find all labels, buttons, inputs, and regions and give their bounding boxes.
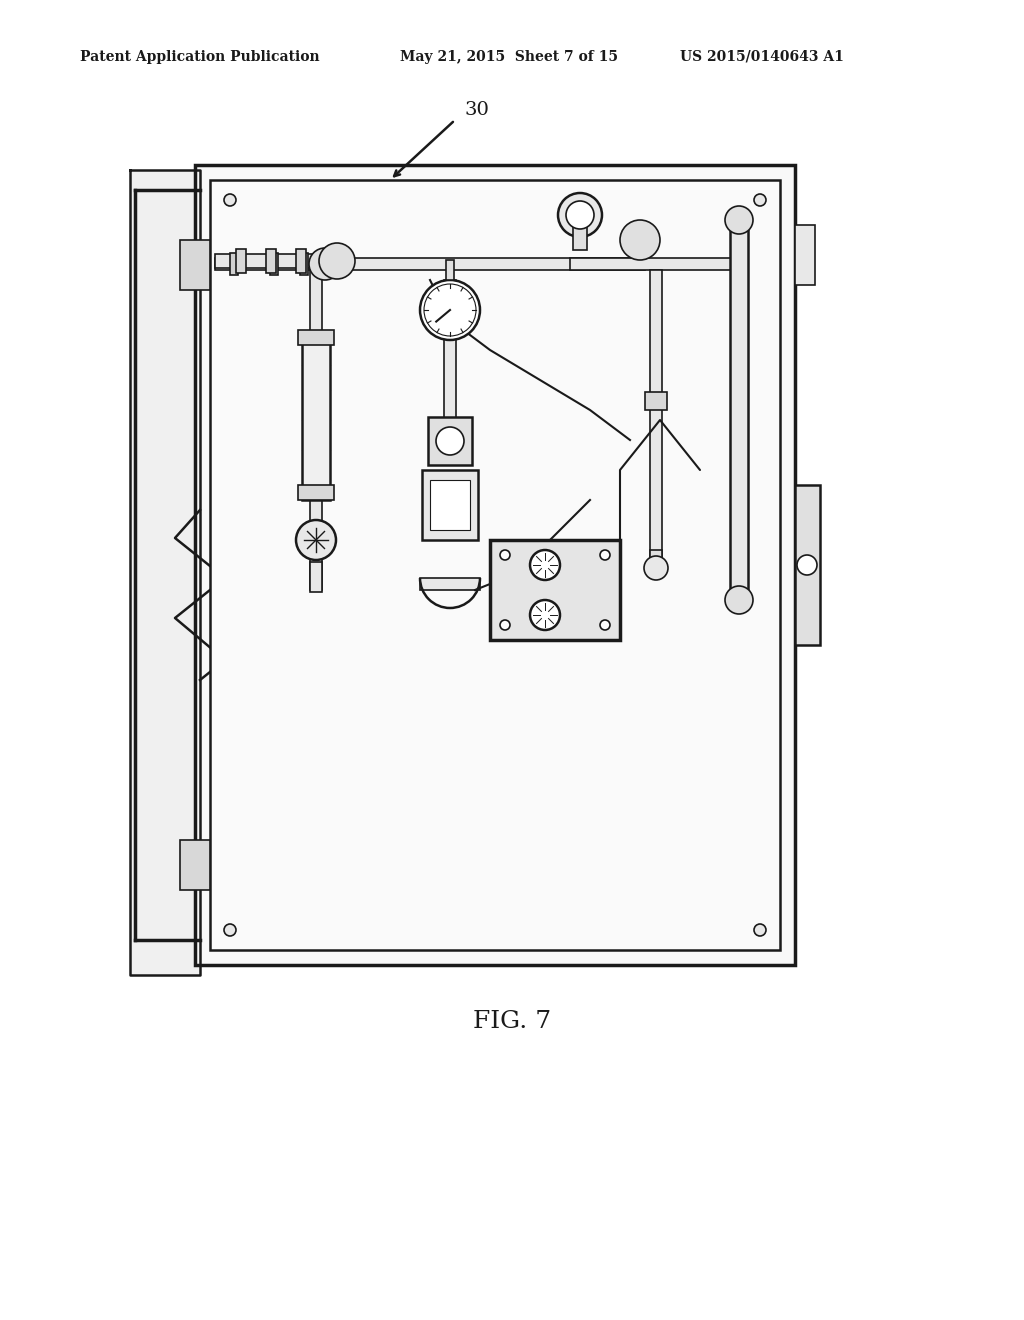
Bar xyxy=(215,253,335,268)
Circle shape xyxy=(558,193,602,238)
Bar xyxy=(180,840,210,890)
Circle shape xyxy=(500,620,510,630)
Circle shape xyxy=(600,620,610,630)
Bar xyxy=(422,470,478,540)
Polygon shape xyxy=(130,170,200,975)
Bar xyxy=(428,417,472,465)
Bar xyxy=(296,249,306,273)
Bar xyxy=(302,341,330,500)
Circle shape xyxy=(436,426,464,455)
Bar xyxy=(795,224,815,285)
Bar xyxy=(650,550,662,565)
Text: FIG. 7: FIG. 7 xyxy=(473,1010,551,1034)
Circle shape xyxy=(754,924,766,936)
Bar xyxy=(300,253,308,275)
Bar xyxy=(215,257,325,271)
Circle shape xyxy=(500,550,510,560)
Bar xyxy=(573,215,587,249)
Circle shape xyxy=(725,206,753,234)
Bar xyxy=(270,253,278,275)
Circle shape xyxy=(224,924,236,936)
Circle shape xyxy=(566,201,594,228)
Bar xyxy=(230,253,238,275)
Circle shape xyxy=(319,243,355,279)
Bar xyxy=(210,180,780,950)
Bar xyxy=(650,271,662,560)
Circle shape xyxy=(296,520,336,560)
Bar xyxy=(195,165,795,965)
Bar xyxy=(325,257,645,271)
Bar xyxy=(266,249,276,273)
Bar xyxy=(420,578,480,590)
Bar xyxy=(430,480,470,531)
Bar xyxy=(180,240,210,290)
Circle shape xyxy=(309,248,341,280)
Circle shape xyxy=(420,280,480,341)
Circle shape xyxy=(754,194,766,206)
Bar xyxy=(444,280,456,420)
Circle shape xyxy=(530,550,560,579)
Bar xyxy=(795,484,820,645)
Circle shape xyxy=(424,284,476,337)
Circle shape xyxy=(644,556,668,579)
Bar xyxy=(298,484,334,500)
Text: Patent Application Publication: Patent Application Publication xyxy=(80,50,319,63)
Bar xyxy=(570,257,735,271)
Bar xyxy=(490,540,620,640)
Circle shape xyxy=(224,194,236,206)
Bar xyxy=(236,249,246,273)
Circle shape xyxy=(530,601,560,630)
Circle shape xyxy=(725,586,753,614)
Circle shape xyxy=(620,220,660,260)
Bar xyxy=(730,220,748,601)
Circle shape xyxy=(600,550,610,560)
Circle shape xyxy=(797,554,817,576)
Bar xyxy=(446,260,454,280)
Text: US 2015/0140643 A1: US 2015/0140643 A1 xyxy=(680,50,844,63)
Bar xyxy=(310,271,322,590)
Text: 30: 30 xyxy=(465,102,489,119)
Bar xyxy=(298,330,334,345)
Bar xyxy=(310,562,322,591)
Bar xyxy=(645,392,667,411)
Text: May 21, 2015  Sheet 7 of 15: May 21, 2015 Sheet 7 of 15 xyxy=(400,50,618,63)
